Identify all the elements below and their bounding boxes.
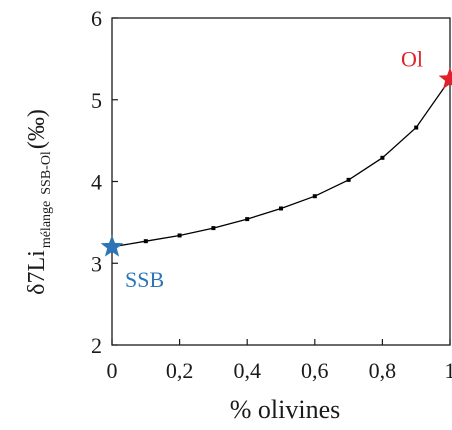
endmember-label: SSB [125, 267, 164, 292]
data-point [279, 206, 283, 211]
data-point [143, 239, 148, 244]
y-axis-label-unit: (‰) [24, 109, 50, 149]
x-tick-label: 1 [445, 358, 452, 383]
x-tick-label: 0,2 [166, 358, 194, 383]
y-tick-label: 6 [91, 6, 102, 31]
axis-label-layer: % olivines δ7Li mélange SSB-Ol (‰) [24, 109, 340, 424]
y-tick-label: 4 [91, 170, 102, 195]
y-tick-label: 2 [91, 333, 102, 358]
y-tick-label: 5 [91, 88, 102, 113]
endmember-star [100, 234, 124, 257]
y-axis-label-sub1: mélange [39, 201, 54, 248]
axes [111, 17, 451, 346]
data-point [380, 155, 385, 160]
data-point [312, 194, 317, 199]
x-tick-label: 0,4 [233, 358, 261, 383]
data-point [414, 125, 419, 130]
plot-frame [111, 17, 451, 346]
data-point [245, 217, 250, 222]
y-axis-label-sub2: SSB-Ol [39, 151, 54, 195]
data-point [346, 177, 351, 182]
data-point [177, 233, 182, 238]
endmember-layer: SSB Ol [100, 46, 452, 292]
series-layer [111, 78, 451, 248]
y-axis-label-main: δ7Li [24, 250, 50, 295]
series-line [111, 78, 451, 248]
x-tick-label: 0,8 [369, 358, 397, 383]
endmember-star [438, 67, 452, 89]
tick-layer: 2 3 4 5 6 0 0,2 0,4 0,6 0,8 1 [91, 6, 452, 383]
data-point [211, 226, 216, 231]
x-axis-label: % olivines [230, 395, 341, 424]
endmember-label: Ol [401, 46, 423, 71]
y-axis-label: δ7Li mélange SSB-Ol (‰) [24, 109, 54, 295]
x-tick-label: 0,6 [301, 358, 329, 383]
x-tick-label: 0 [107, 358, 118, 383]
y-tick-label: 3 [91, 251, 102, 276]
